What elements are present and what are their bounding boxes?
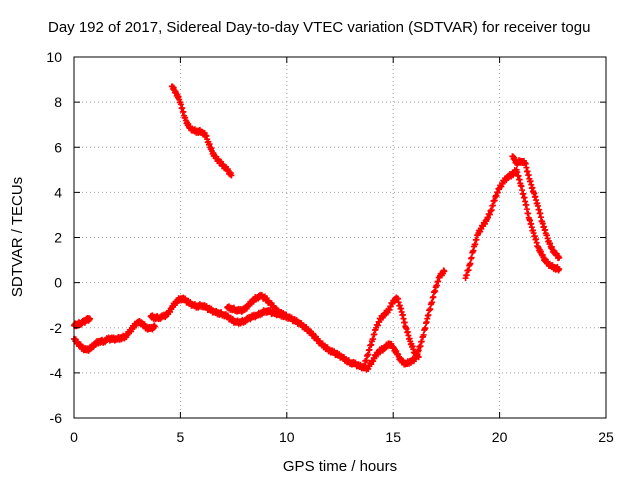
data-point [441,268,448,275]
data-point [151,323,158,330]
y-tick-label: 10 [46,49,62,65]
y-axis-title: SDTVAR / TECUs [9,177,26,297]
data-point [556,266,563,273]
x-tick-label: 10 [279,429,295,445]
y-tick-label: 2 [54,230,62,246]
y-tick-label: -4 [50,365,63,381]
series-upper-early [168,83,235,179]
data-point [228,172,235,179]
y-tick-label: 4 [54,184,62,200]
x-tick-label: 20 [492,429,508,445]
series-hump-14-16 [360,294,422,372]
marks-layer [71,83,563,373]
series-upper-late-a [462,166,563,282]
series-lower-main [147,267,448,373]
ticks-layer [73,56,607,419]
labels-layer: 0 5 10 15 20 25 -6 -4 -2 0 2 4 6 8 10 [46,49,614,445]
data-point [556,254,563,261]
y-tick-label: 0 [54,275,62,291]
data-point [86,315,93,322]
y-tick-label: -2 [50,320,63,336]
chart-title: Day 192 of 2017, Sidereal Day-to-day VTE… [48,19,590,36]
x-tick-label: 25 [598,429,614,445]
data-point [415,354,422,361]
data-point [283,313,290,320]
x-axis-title: GPS time / hours [283,458,397,475]
series-upper-late-b [509,153,563,262]
y-tick-label: 8 [54,94,62,110]
series-lower-secondary [224,291,290,320]
series-lower-b [71,314,93,330]
x-tick-label: 5 [177,429,185,445]
grid-layer [74,57,606,418]
y-tick-label: -6 [50,410,63,426]
x-tick-label: 15 [385,429,401,445]
x-tick-label: 0 [70,429,78,445]
y-tick-label: 6 [54,139,62,155]
